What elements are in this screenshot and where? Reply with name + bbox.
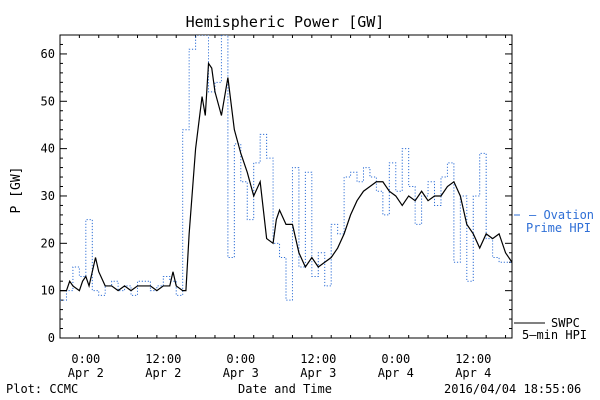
y-tick-label: 50 bbox=[41, 94, 55, 108]
swpc-legend-label-1: SWPC bbox=[551, 316, 580, 330]
x-tick-time-label: 0:00 bbox=[226, 352, 255, 366]
y-axis-ticks: 0 10 20 30 40 50 60 bbox=[41, 34, 512, 345]
swpc-hpi-line bbox=[60, 61, 512, 292]
ovation-legend-label-1: – Ovation bbox=[529, 208, 594, 222]
plot-timestamp: 2016/04/04 18:55:06 bbox=[444, 382, 582, 396]
x-tick-date-label: Apr 2 bbox=[145, 366, 181, 380]
series-layer bbox=[60, 35, 512, 301]
x-tick-time-label: 12:00 bbox=[145, 352, 181, 366]
y-axis-label: P [GW] bbox=[9, 167, 24, 214]
x-tick-date-label: Apr 4 bbox=[455, 366, 491, 380]
x-tick-date-label: Apr 2 bbox=[68, 366, 104, 380]
x-tick-time-label: 0:00 bbox=[381, 352, 410, 366]
y-tick-label: 30 bbox=[41, 189, 55, 203]
y-tick-label: 10 bbox=[41, 284, 55, 298]
ovation-legend-label-2: Prime HPI bbox=[526, 221, 591, 235]
ovation-prime-hpi-line bbox=[60, 35, 512, 301]
y-tick-label: 20 bbox=[41, 236, 55, 250]
y-tick-label: 0 bbox=[48, 331, 55, 345]
swpc-legend-label-2: 5–min HPI bbox=[522, 328, 587, 342]
x-tick-time-label: 12:00 bbox=[300, 352, 336, 366]
x-tick-date-label: Apr 3 bbox=[300, 366, 336, 380]
chart-title: Hemispheric Power [GW] bbox=[186, 13, 385, 31]
y-tick-label: 60 bbox=[41, 47, 55, 61]
x-tick-date-label: Apr 4 bbox=[378, 366, 414, 380]
plot-credit: Plot: CCMC bbox=[6, 382, 79, 396]
x-axis-label: Date and Time bbox=[238, 382, 332, 396]
x-tick-time-label: 12:00 bbox=[455, 352, 491, 366]
x-tick-date-label: Apr 3 bbox=[223, 366, 259, 380]
x-tick-time-label: 0:00 bbox=[71, 352, 100, 366]
y-tick-label: 40 bbox=[41, 142, 55, 156]
